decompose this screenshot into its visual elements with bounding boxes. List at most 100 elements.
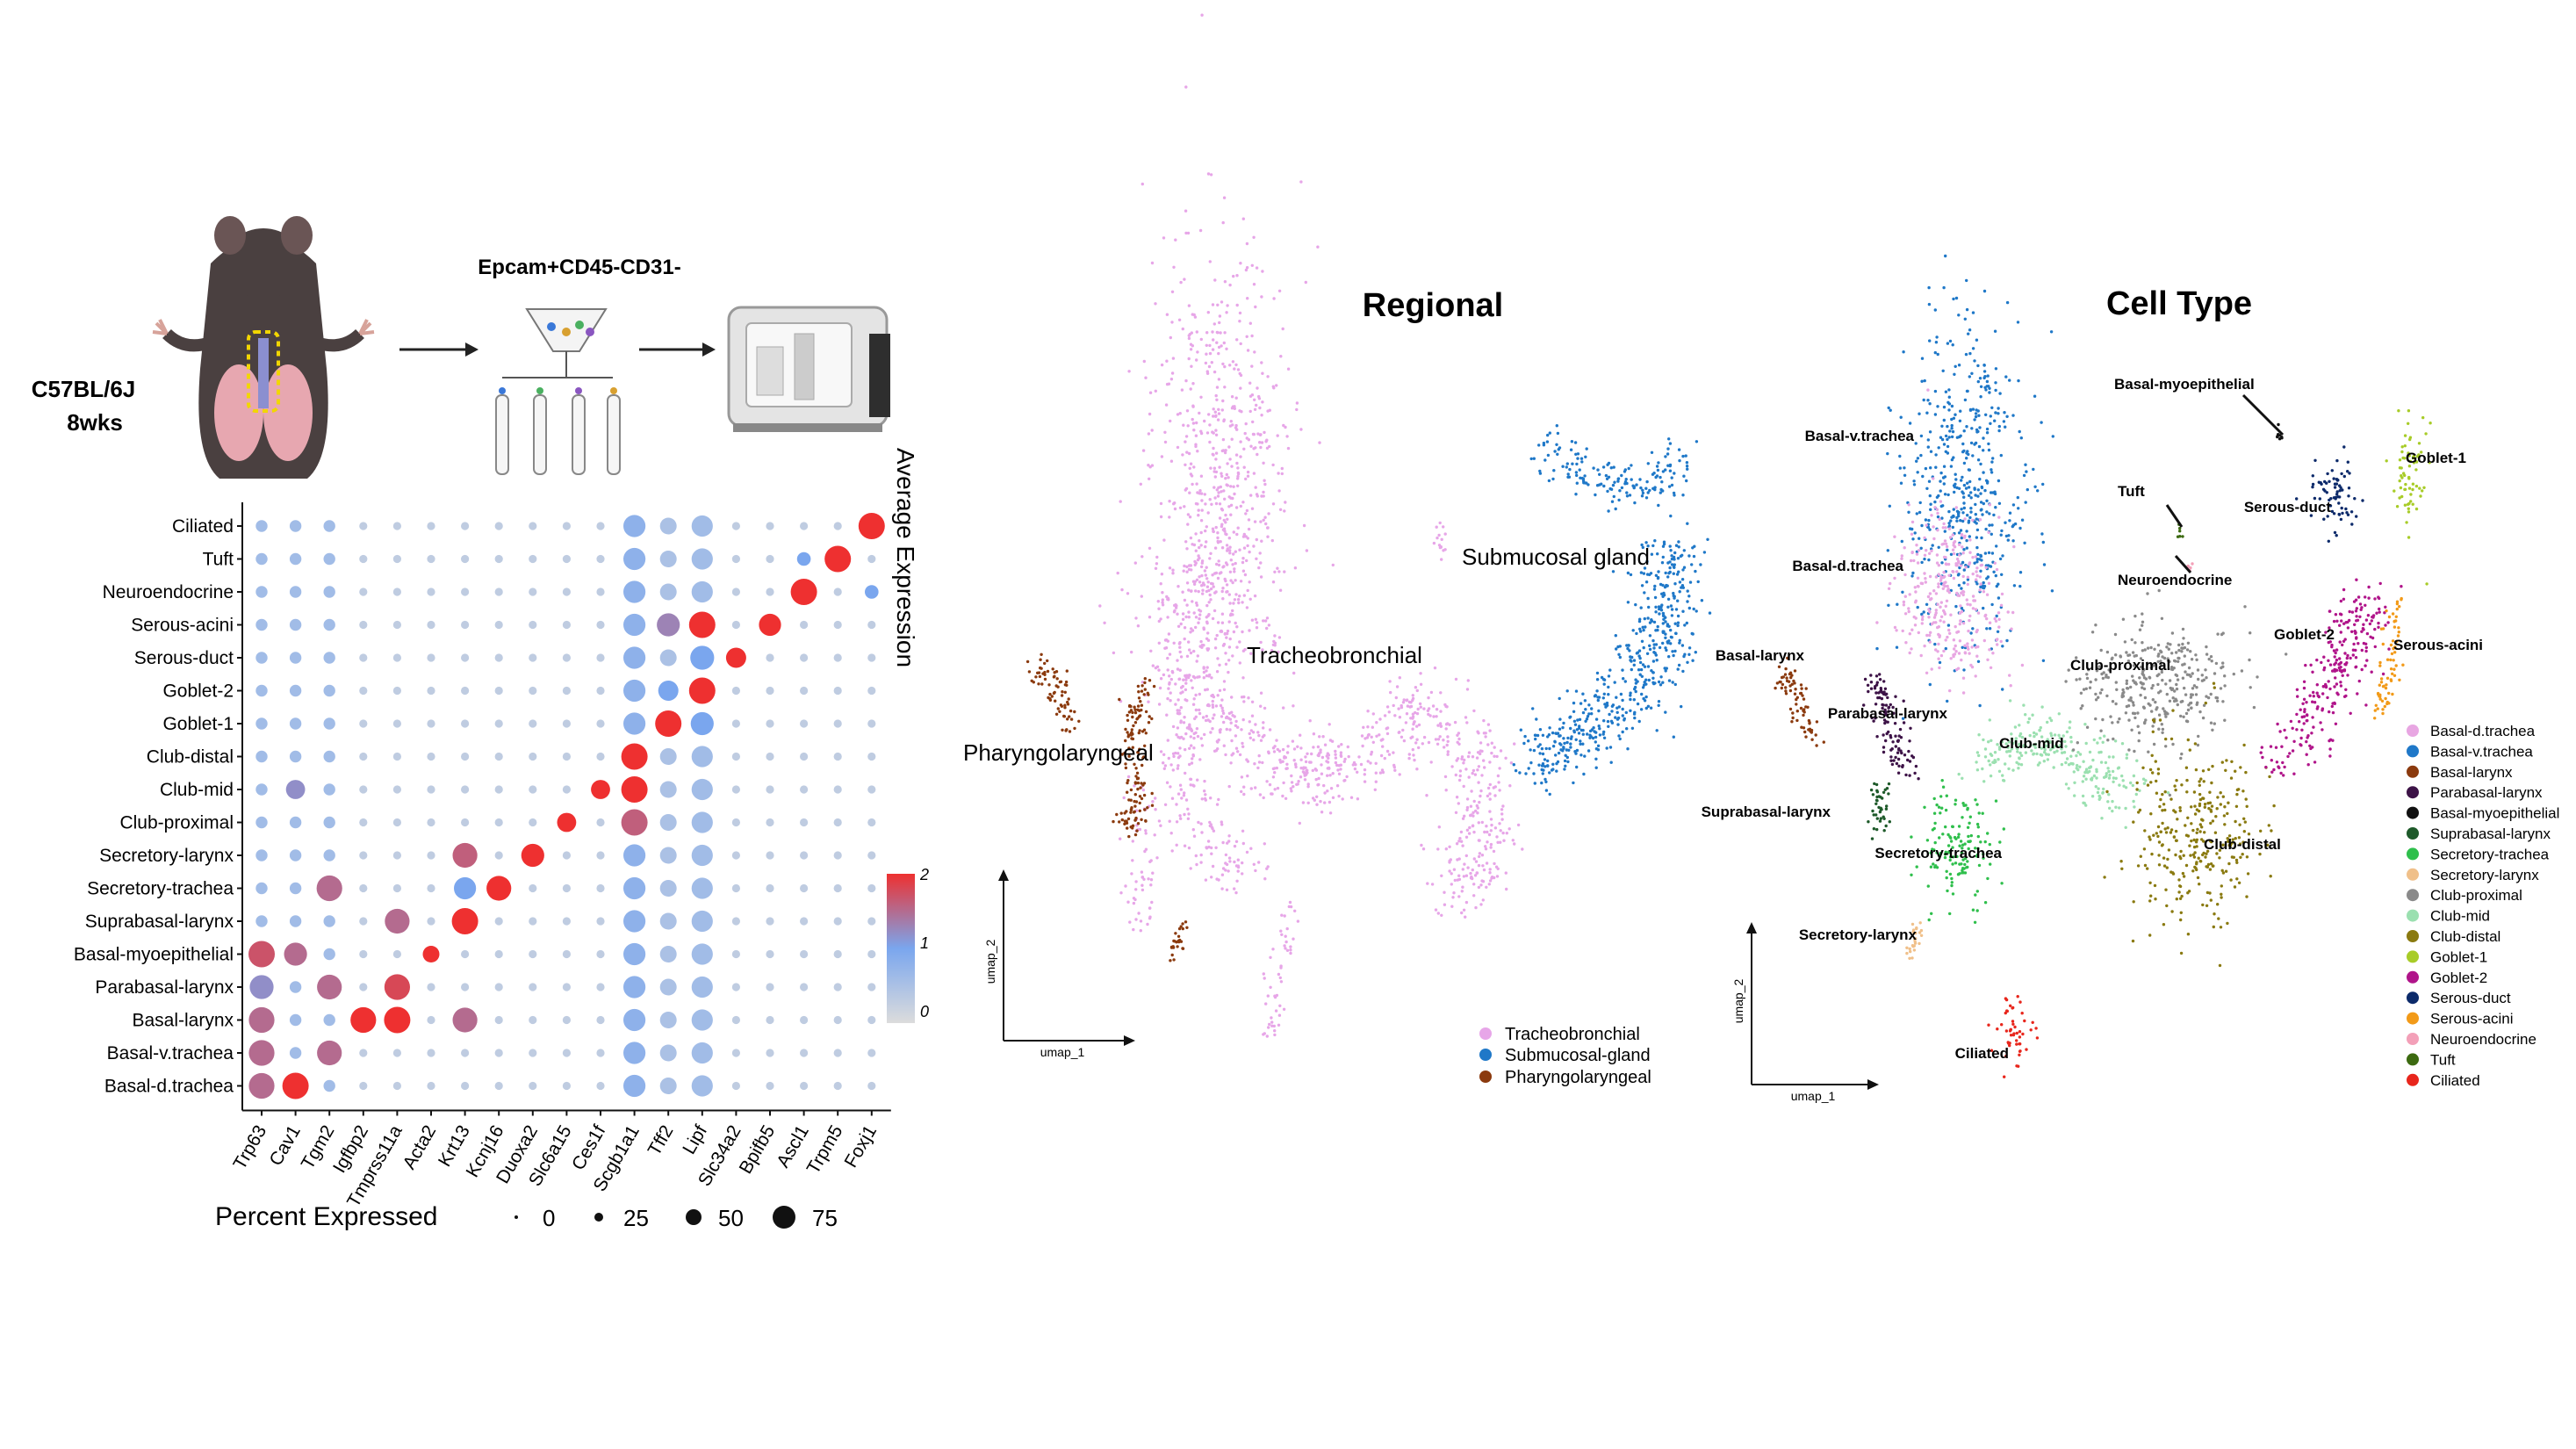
point-basal-d-trachea: [1946, 584, 1949, 588]
point-suprabasal-larynx: [1872, 827, 1876, 831]
point-submucosal-gland: [1681, 568, 1685, 572]
point-submucosal-gland: [1669, 628, 1673, 632]
point-pharyngolaryngeal: [1133, 833, 1138, 837]
row-label-serous-acini: Serous-acini: [131, 616, 234, 636]
point-basal-larynx: [1793, 669, 1797, 673]
point-secretory-larynx: [1913, 938, 1917, 941]
point-club-mid: [2120, 742, 2125, 746]
dot-ciliated-lipf: [691, 515, 713, 537]
point-club-proximal: [2220, 666, 2223, 670]
point-pharyngolaryngeal: [1054, 712, 1059, 716]
point-basal-v-trachea: [1990, 491, 1993, 494]
point-basal-d-trachea: [1968, 551, 1972, 554]
point-pharyngolaryngeal: [1131, 826, 1134, 830]
point-club-proximal: [2090, 631, 2095, 634]
point-tracheobronchial: [1196, 778, 1199, 782]
point-tracheobronchial: [1172, 641, 1176, 645]
point-tracheobronchial: [1457, 742, 1461, 746]
point-tracheobronchial: [1488, 879, 1493, 883]
point-tracheobronchial: [1199, 474, 1204, 478]
point-tracheobronchial: [1486, 830, 1489, 834]
point-basal-v-trachea: [1973, 561, 1976, 565]
point-pharyngolaryngeal: [1133, 804, 1137, 808]
point-tracheobronchial: [1252, 862, 1256, 866]
point-tracheobronchial: [1191, 382, 1195, 386]
point-submucosal-gland: [1676, 557, 1680, 560]
point-tracheobronchial: [1449, 858, 1453, 861]
point-pharyngolaryngeal: [1134, 775, 1138, 778]
point-basal-v-trachea: [2005, 300, 2010, 305]
point-tracheobronchial: [1458, 774, 1462, 778]
point-tracheobronchial: [1203, 732, 1206, 737]
dot-parabasal-larynx-trp63: [249, 975, 274, 999]
point-pharyngolaryngeal: [1179, 925, 1183, 928]
point-tracheobronchial: [1234, 423, 1238, 428]
dot-basal-d-trachea-tmprss11a: [392, 1081, 401, 1091]
point-submucosal-gland: [1645, 652, 1650, 655]
point-tracheobronchial: [1442, 525, 1445, 529]
point-tracheobronchial: [1233, 860, 1236, 864]
point-tracheobronchial: [1284, 425, 1287, 429]
point-tracheobronchial: [1225, 727, 1229, 732]
dot-tuft-trpm5: [824, 545, 852, 573]
point-submucosal-gland: [1671, 650, 1674, 653]
dot-goblet-2-tgm2: [323, 684, 335, 697]
point-tracheobronchial: [1219, 331, 1222, 335]
point-basal-v-trachea: [1933, 413, 1938, 416]
point-club-proximal: [2116, 720, 2119, 724]
point-tracheobronchial: [1457, 874, 1461, 877]
point-tracheobronchial: [1471, 814, 1475, 818]
point-submucosal-gland: [1636, 680, 1639, 683]
point-tracheobronchial: [1185, 603, 1189, 607]
point-tracheobronchial: [1226, 563, 1229, 566]
point-basal-v-trachea: [1979, 492, 1982, 495]
point-submucosal-gland: [1643, 665, 1647, 668]
point-basal-v-trachea: [1902, 350, 1905, 354]
dot-ciliated-igfbp2: [359, 522, 368, 530]
point-tracheobronchial: [1312, 746, 1315, 749]
point-submucosal-gland: [1644, 541, 1648, 544]
point-club-mid: [2034, 732, 2039, 736]
point-tracheobronchial: [1199, 737, 1204, 740]
point-tracheobronchial: [1464, 716, 1468, 719]
point-basal-v-trachea: [1957, 314, 1961, 317]
point-basal-v-trachea: [1946, 444, 1950, 449]
point-submucosal-gland: [1630, 667, 1634, 672]
point-tracheobronchial: [1306, 801, 1310, 804]
point-tracheobronchial: [1286, 745, 1290, 748]
point-club-proximal: [2141, 641, 2144, 645]
point-tracheobronchial: [1174, 703, 1177, 706]
point-club-mid: [2042, 760, 2046, 763]
point-tracheobronchial: [1448, 845, 1451, 848]
point-submucosal-gland: [1583, 699, 1587, 703]
point-club-proximal: [2105, 650, 2110, 654]
point-basal-v-trachea: [1941, 476, 1946, 479]
point-tracheobronchial: [1166, 696, 1169, 701]
point-submucosal-gland: [1581, 732, 1586, 736]
point-tracheobronchial: [1397, 731, 1401, 734]
point-basal-d-trachea: [1910, 532, 1914, 536]
point-club-mid: [2039, 725, 2042, 730]
point-tracheobronchial: [1282, 781, 1285, 785]
point-secretory-larynx: [1908, 947, 1911, 951]
point-pharyngolaryngeal: [1058, 710, 1061, 713]
point-submucosal-gland: [1678, 638, 1682, 642]
dot-basal-v-trachea-kcnj16: [494, 1049, 503, 1057]
point-club-mid: [2033, 742, 2038, 746]
point-pharyngolaryngeal: [1138, 729, 1141, 732]
point-submucosal-gland: [1575, 481, 1579, 485]
point-tracheobronchial: [1179, 686, 1184, 689]
point-basal-larynx: [1795, 710, 1799, 713]
point-tracheobronchial: [1205, 371, 1210, 375]
point-tracheobronchial: [1427, 740, 1431, 745]
point-tracheobronchial: [1378, 717, 1382, 721]
point-basal-d-trachea: [1930, 549, 1933, 552]
dot-goblet-2-lipf: [688, 677, 716, 704]
point-parabasal-larynx: [1898, 727, 1903, 732]
point-tracheobronchial: [1270, 1016, 1273, 1020]
point-tracheobronchial: [1360, 734, 1364, 738]
dot-ciliated-cav1: [289, 520, 302, 532]
point-tracheobronchial: [1252, 283, 1256, 286]
point-tracheobronchial: [1248, 732, 1251, 736]
dot-neuroendocrine-tff2: [659, 583, 677, 601]
